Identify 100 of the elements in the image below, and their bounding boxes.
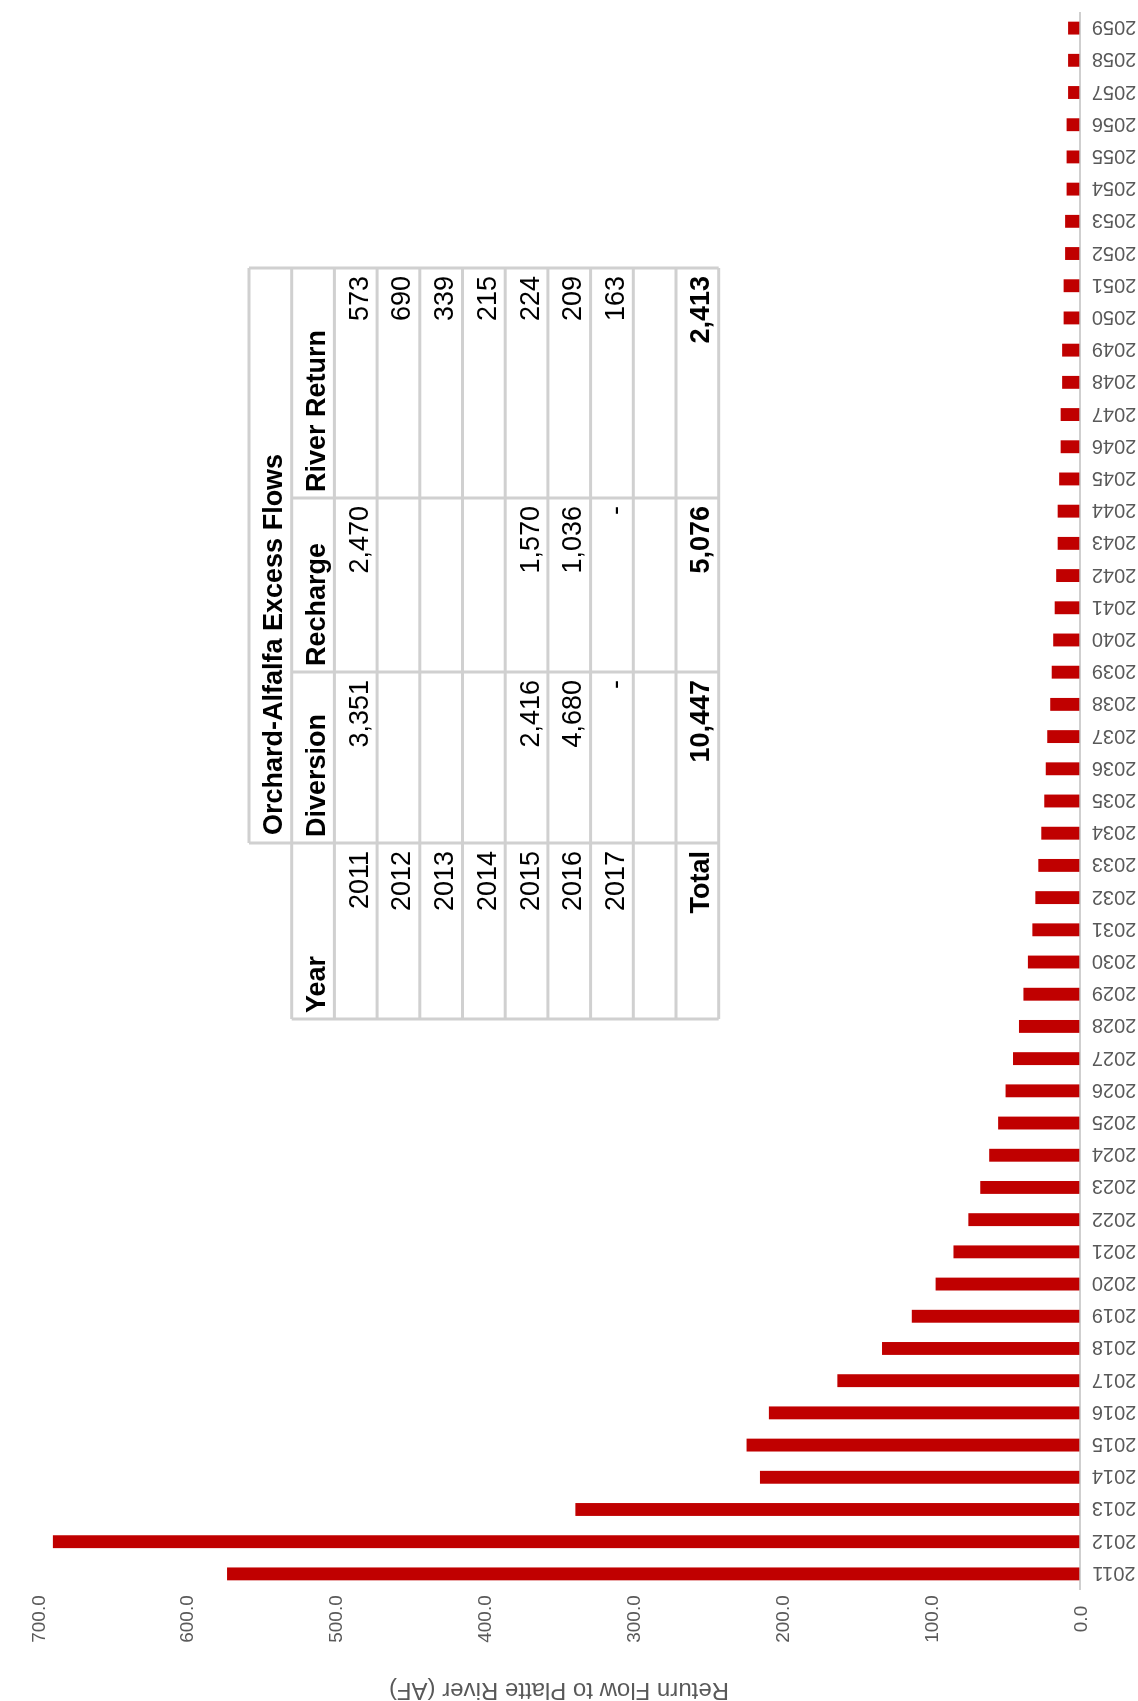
y-tick-label: 2016 xyxy=(1091,1401,1137,1424)
y-tick-label: 2052 xyxy=(1091,242,1137,265)
annotation: 163 xyxy=(599,276,630,322)
bar xyxy=(1068,86,1080,99)
bar xyxy=(837,1374,1080,1388)
annotation: Total xyxy=(685,851,716,914)
y-tick-label: 2051 xyxy=(1091,274,1137,297)
annotation: 4,680 xyxy=(557,680,588,748)
annotation: Recharge xyxy=(301,542,332,666)
y-tick-label: 2030 xyxy=(1091,951,1137,974)
annotation: 5,076 xyxy=(685,506,716,574)
bar xyxy=(1066,118,1080,132)
y-tick-label: 2056 xyxy=(1091,113,1137,136)
bar xyxy=(1044,794,1080,808)
bar xyxy=(1005,1084,1080,1098)
y-tick-label: 2018 xyxy=(1091,1337,1137,1360)
bar xyxy=(1047,730,1080,744)
y-tick-label: 2013 xyxy=(1091,1498,1137,1521)
y-tick-label: 2019 xyxy=(1091,1305,1137,1328)
annotation: 2,413 xyxy=(685,276,716,344)
y-tick-label: 2050 xyxy=(1091,306,1137,329)
y-tick-label: 2055 xyxy=(1091,145,1137,168)
annotation: 2015 xyxy=(514,851,545,912)
bar xyxy=(998,1116,1080,1130)
bar xyxy=(1063,311,1080,325)
y-tick-label: 2043 xyxy=(1091,532,1137,555)
y-tick-label: 2057 xyxy=(1091,81,1137,104)
bar xyxy=(1060,408,1080,421)
bar xyxy=(1062,343,1080,357)
y-tick-label: 2015 xyxy=(1091,1434,1137,1457)
y-tick-label: 2039 xyxy=(1091,661,1137,684)
bar xyxy=(1059,472,1080,486)
bar xyxy=(227,1567,1080,1581)
x-tick-label: 100.0 xyxy=(920,1595,942,1643)
y-tick-label: 2058 xyxy=(1091,49,1137,72)
bar xyxy=(1062,375,1080,389)
bar xyxy=(52,1535,1080,1549)
y-tick-label: 2031 xyxy=(1091,918,1137,941)
bar xyxy=(953,1245,1080,1259)
y-tick-label: 2040 xyxy=(1091,628,1137,651)
bar xyxy=(1023,987,1080,1001)
y-tick-label: 2047 xyxy=(1091,403,1137,426)
annotation: - xyxy=(599,680,630,689)
y-tick-label: 2045 xyxy=(1091,467,1137,490)
y-tick-label: 2054 xyxy=(1091,178,1137,201)
annotation: 2014 xyxy=(471,851,502,912)
bar xyxy=(1068,53,1080,67)
x-tick-label: 300.0 xyxy=(622,1595,644,1643)
annotation: - xyxy=(599,506,630,515)
y-tick-label: 2035 xyxy=(1091,790,1137,812)
x-tick-label: 500.0 xyxy=(325,1595,347,1643)
annotation: Year xyxy=(301,955,332,1013)
bar xyxy=(746,1438,1080,1452)
bar xyxy=(1056,569,1080,583)
y-tick-label: 2028 xyxy=(1091,1015,1137,1038)
annotation: 224 xyxy=(514,276,545,322)
bar xyxy=(1057,504,1080,518)
y-tick-label: 2020 xyxy=(1091,1273,1137,1296)
y-tick-label: 2034 xyxy=(1091,822,1137,845)
bar xyxy=(768,1406,1080,1420)
bar xyxy=(1032,923,1080,937)
y-tick-label: 2027 xyxy=(1091,1047,1137,1070)
bar xyxy=(1038,858,1080,872)
bar xyxy=(1065,247,1080,260)
bar xyxy=(1050,697,1080,711)
y-tick-label: 2026 xyxy=(1091,1079,1137,1102)
annotation: 690 xyxy=(386,276,417,322)
y-tick-label: 2041 xyxy=(1091,596,1137,619)
bar xyxy=(1054,601,1080,615)
bar xyxy=(1051,665,1080,679)
y-tick-label: 2036 xyxy=(1091,757,1137,780)
bar xyxy=(759,1470,1080,1484)
x-tick-label: 0.0 xyxy=(1069,1605,1091,1633)
annotation: 339 xyxy=(429,276,460,322)
x-tick-label: 700.0 xyxy=(27,1595,49,1643)
bar xyxy=(1066,150,1080,164)
y-tick-label: 2024 xyxy=(1091,1144,1137,1167)
bar xyxy=(1060,440,1080,454)
annotation: 2,470 xyxy=(343,506,374,574)
annotation: 2016 xyxy=(557,851,588,912)
annotation: River Return xyxy=(301,329,332,492)
annotation: 1,570 xyxy=(514,506,545,574)
bar xyxy=(1057,536,1080,550)
y-tick-label: 2037 xyxy=(1091,725,1137,748)
y-tick-label: 2042 xyxy=(1091,564,1137,587)
annotation: 2012 xyxy=(386,851,417,912)
y-tick-label: 2022 xyxy=(1091,1208,1137,1231)
y-tick-label: 2025 xyxy=(1091,1112,1137,1135)
y-tick-label: 2033 xyxy=(1091,854,1137,877)
y-tick-label: 2023 xyxy=(1091,1176,1137,1199)
annotation: 2017 xyxy=(599,851,630,912)
y-tick-label: 2011 xyxy=(1092,1562,1136,1585)
x-axis-title: Return Flow to Platte River (AF) xyxy=(388,1677,730,1701)
bar xyxy=(575,1503,1080,1516)
bar xyxy=(989,1148,1080,1162)
y-tick-label: 2014 xyxy=(1091,1466,1137,1489)
y-tick-label: 2044 xyxy=(1091,500,1137,523)
bar xyxy=(882,1342,1080,1355)
y-tick-label: 2046 xyxy=(1091,435,1137,458)
bar xyxy=(1045,762,1080,776)
